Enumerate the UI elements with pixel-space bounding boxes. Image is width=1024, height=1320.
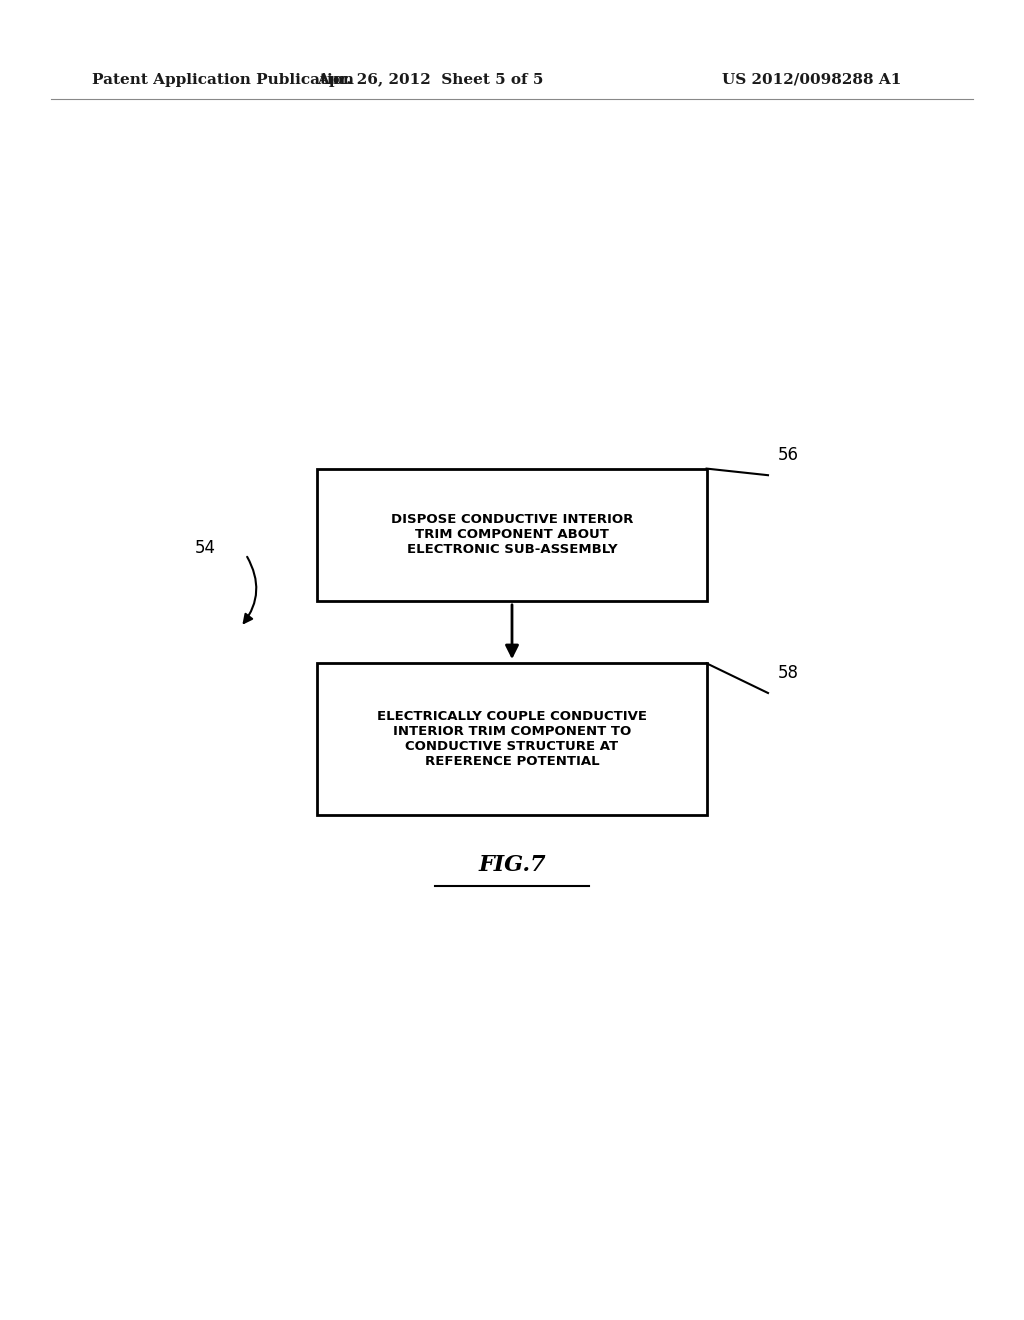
FancyBboxPatch shape	[317, 469, 707, 601]
Text: Patent Application Publication: Patent Application Publication	[92, 73, 354, 87]
Text: 56: 56	[778, 446, 800, 465]
Text: DISPOSE CONDUCTIVE INTERIOR
TRIM COMPONENT ABOUT
ELECTRONIC SUB-ASSEMBLY: DISPOSE CONDUCTIVE INTERIOR TRIM COMPONE…	[391, 513, 633, 556]
Text: 58: 58	[778, 664, 800, 682]
Text: Apr. 26, 2012  Sheet 5 of 5: Apr. 26, 2012 Sheet 5 of 5	[316, 73, 544, 87]
Text: US 2012/0098288 A1: US 2012/0098288 A1	[722, 73, 901, 87]
Text: ELECTRICALLY COUPLE CONDUCTIVE
INTERIOR TRIM COMPONENT TO
CONDUCTIVE STRUCTURE A: ELECTRICALLY COUPLE CONDUCTIVE INTERIOR …	[377, 710, 647, 768]
Text: 54: 54	[195, 539, 216, 557]
Text: FIG.7: FIG.7	[478, 854, 546, 875]
FancyBboxPatch shape	[317, 663, 707, 814]
